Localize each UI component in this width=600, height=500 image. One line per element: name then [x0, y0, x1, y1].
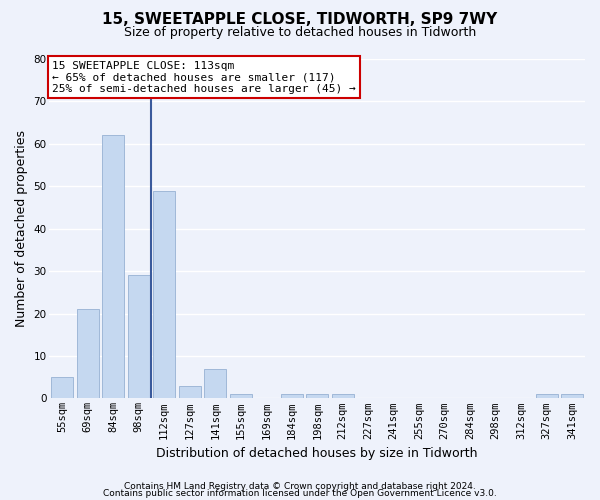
Text: Size of property relative to detached houses in Tidworth: Size of property relative to detached ho… [124, 26, 476, 39]
Text: 15 SWEETAPPLE CLOSE: 113sqm
← 65% of detached houses are smaller (117)
25% of se: 15 SWEETAPPLE CLOSE: 113sqm ← 65% of det… [52, 60, 356, 94]
Text: Contains HM Land Registry data © Crown copyright and database right 2024.: Contains HM Land Registry data © Crown c… [124, 482, 476, 491]
Bar [77, 310, 98, 398]
Bar [179, 386, 200, 398]
Bar [536, 394, 557, 398]
Bar [128, 276, 149, 398]
Text: Contains public sector information licensed under the Open Government Licence v3: Contains public sector information licen… [103, 490, 497, 498]
Bar [154, 190, 175, 398]
Bar [332, 394, 353, 398]
Bar [307, 394, 328, 398]
Bar [103, 136, 124, 398]
Y-axis label: Number of detached properties: Number of detached properties [15, 130, 28, 327]
Bar [281, 394, 302, 398]
X-axis label: Distribution of detached houses by size in Tidworth: Distribution of detached houses by size … [157, 447, 478, 460]
Bar [230, 394, 251, 398]
Bar [52, 377, 73, 398]
Text: 15, SWEETAPPLE CLOSE, TIDWORTH, SP9 7WY: 15, SWEETAPPLE CLOSE, TIDWORTH, SP9 7WY [103, 12, 497, 28]
Bar [205, 368, 226, 398]
Bar [562, 394, 583, 398]
